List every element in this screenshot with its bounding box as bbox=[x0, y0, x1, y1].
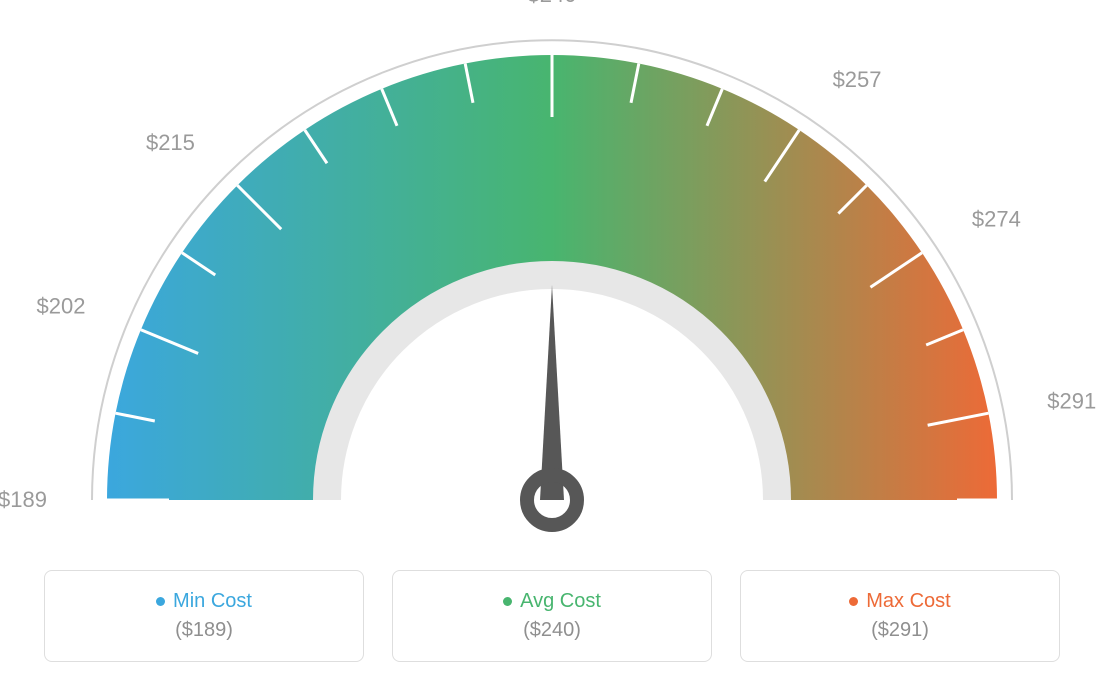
gauge-tick-label: $202 bbox=[36, 294, 85, 319]
gauge-tick-label: $240 bbox=[528, 0, 577, 7]
legend-row: Min Cost ($189) Avg Cost ($240) Max Cost… bbox=[0, 570, 1104, 662]
gauge-container: $189 $202 $215 $240 $257 $274 $291 Min Cost ($… bbox=[0, 0, 1104, 690]
gauge-tick-label: $215 bbox=[146, 130, 195, 155]
gauge-tick-label: $274 bbox=[972, 206, 1021, 231]
gauge-svg: $189 $202 $215 $240 $257 $274 $291 bbox=[0, 0, 1104, 560]
legend-card-min: Min Cost ($189) bbox=[44, 570, 364, 662]
legend-dot-max bbox=[849, 597, 858, 606]
legend-value-max: ($291) bbox=[871, 619, 929, 642]
gauge-tick-label: $291 bbox=[1047, 388, 1096, 413]
legend-dot-avg bbox=[503, 597, 512, 606]
gauge-group: $189 $202 $215 $240 $257 $274 $291 bbox=[0, 0, 1096, 525]
legend-title-row: Min Cost bbox=[156, 590, 252, 613]
legend-value-min: ($189) bbox=[175, 619, 233, 642]
legend-title-max: Max Cost bbox=[866, 590, 950, 613]
gauge-tick-label: $189 bbox=[0, 487, 47, 512]
legend-value-avg: ($240) bbox=[523, 619, 581, 642]
gauge-tick-label: $257 bbox=[833, 67, 882, 92]
legend-title-min: Min Cost bbox=[173, 590, 252, 613]
legend-card-max: Max Cost ($291) bbox=[740, 570, 1060, 662]
legend-card-avg: Avg Cost ($240) bbox=[392, 570, 712, 662]
gauge-needle bbox=[540, 285, 564, 500]
legend-title-row: Max Cost bbox=[849, 590, 950, 613]
legend-dot-min bbox=[156, 597, 165, 606]
legend-title-avg: Avg Cost bbox=[520, 590, 601, 613]
legend-title-row: Avg Cost bbox=[503, 590, 601, 613]
